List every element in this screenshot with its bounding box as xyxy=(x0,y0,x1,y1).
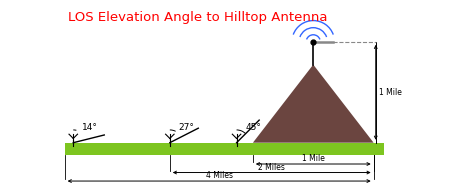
Polygon shape xyxy=(253,65,374,143)
Text: 1 Mile: 1 Mile xyxy=(302,154,325,163)
Text: 1 Mile: 1 Mile xyxy=(379,88,401,97)
Bar xyxy=(65,143,384,155)
Text: 45°: 45° xyxy=(246,123,261,132)
Text: 4 Miles: 4 Miles xyxy=(206,171,233,180)
Text: 27°: 27° xyxy=(179,123,195,132)
Text: 2 Miles: 2 Miles xyxy=(258,163,285,172)
Text: 14°: 14° xyxy=(82,123,98,132)
Text: LOS Elevation Angle to Hilltop Antenna: LOS Elevation Angle to Hilltop Antenna xyxy=(68,11,327,24)
